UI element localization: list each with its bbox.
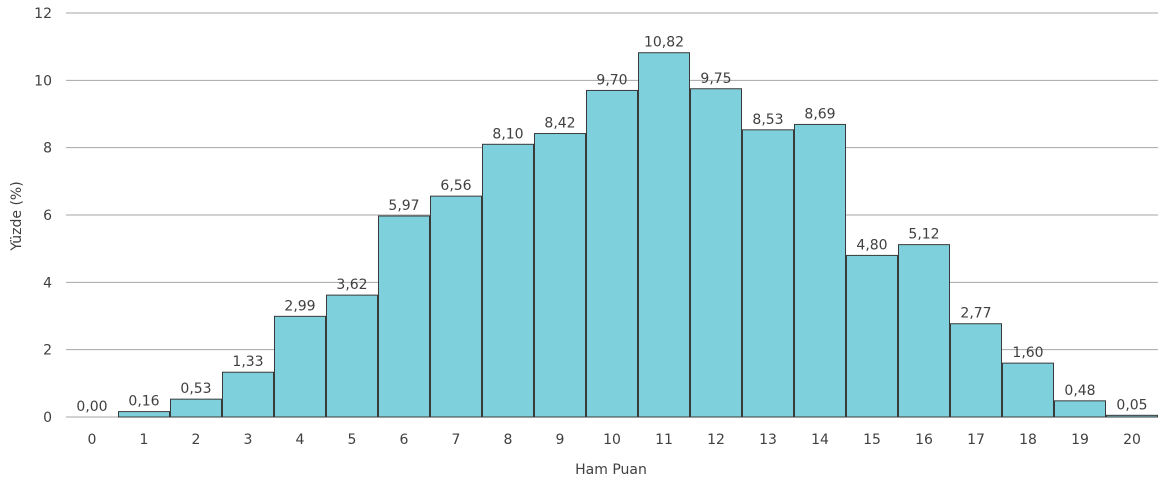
x-tick-label: 17 [967, 432, 985, 448]
bar [950, 323, 1002, 418]
y-tick-label: 0 [43, 410, 52, 426]
y-axis-ticks: 0 2 4 6 8 10 12 [34, 6, 52, 426]
x-tick-label: 8 [504, 432, 513, 448]
y-tick-label: 2 [43, 343, 52, 359]
x-axis-ticks: 0 1 2 3 4 5 6 7 8 9 10 11 12 13 14 15 16 17 18 19 20 [88, 432, 1141, 448]
bar [742, 129, 794, 418]
bar [222, 371, 274, 418]
bar [1054, 400, 1106, 418]
x-tick-label: 1 [140, 432, 149, 448]
bar [482, 143, 534, 418]
x-tick-label: 0 [88, 432, 97, 448]
data-label: 8,53 [752, 112, 783, 128]
x-tick-label: 19 [1071, 432, 1089, 448]
x-tick-label: 20 [1123, 432, 1141, 448]
x-tick-label: 16 [915, 432, 933, 448]
bar [690, 88, 742, 418]
data-label: 1,33 [232, 354, 263, 370]
data-label: 9,70 [596, 72, 627, 88]
data-label: 3,62 [336, 277, 367, 293]
y-tick-label: 8 [43, 141, 52, 157]
y-tick-label: 4 [43, 275, 52, 291]
x-tick-label: 4 [296, 432, 305, 448]
data-label: 9,75 [700, 71, 731, 87]
x-tick-label: 3 [244, 432, 253, 448]
x-tick-label: 14 [811, 432, 829, 448]
bar [794, 123, 846, 418]
bar [1002, 362, 1054, 418]
data-label: 5,97 [388, 198, 419, 214]
data-label: 10,82 [644, 35, 684, 51]
bar [378, 215, 430, 418]
bar [170, 398, 222, 418]
x-tick-label: 12 [707, 432, 725, 448]
x-tick-label: 15 [863, 432, 881, 448]
bar [118, 411, 170, 418]
y-tick-label: 10 [34, 73, 52, 89]
data-label: 0,16 [128, 394, 159, 410]
x-tick-label: 6 [400, 432, 409, 448]
y-axis-title: Yüzde (%) [9, 181, 25, 251]
x-axis-title: Ham Puan [575, 462, 647, 478]
x-tick-label: 11 [655, 432, 673, 448]
x-tick-label: 5 [348, 432, 357, 448]
bar [898, 244, 950, 418]
x-tick-label: 2 [192, 432, 201, 448]
data-label: 2,77 [960, 306, 991, 322]
data-label: 2,99 [284, 298, 315, 314]
data-label: 0,53 [180, 381, 211, 397]
data-label: 5,12 [908, 227, 939, 243]
y-tick-label: 12 [34, 6, 52, 22]
data-labels: 0,00 0,16 0,53 1,33 2,99 3,62 5,97 6,56 8,10 8,42… [76, 35, 1147, 415]
x-tick-label: 9 [556, 432, 565, 448]
x-tick-label: 18 [1019, 432, 1037, 448]
data-label: 0,00 [76, 399, 107, 415]
y-tick-label: 6 [43, 208, 52, 224]
x-tick-label: 13 [759, 432, 777, 448]
bar [638, 52, 690, 418]
data-label: 4,80 [856, 237, 887, 253]
bar [274, 315, 326, 418]
bar [1106, 414, 1158, 418]
bar [534, 133, 586, 418]
data-label: 8,69 [804, 106, 835, 122]
data-label: 1,60 [1012, 345, 1043, 361]
bars [118, 52, 1158, 418]
bar [586, 89, 638, 418]
data-label: 0,05 [1116, 397, 1147, 413]
bar [846, 254, 898, 418]
x-tick-label: 10 [603, 432, 621, 448]
x-tick-label: 7 [452, 432, 461, 448]
data-label: 8,10 [492, 126, 523, 142]
data-label: 0,48 [1064, 383, 1095, 399]
data-label: 8,42 [544, 116, 575, 132]
data-label: 6,56 [440, 178, 471, 194]
bar [430, 195, 482, 418]
bar [326, 294, 378, 418]
